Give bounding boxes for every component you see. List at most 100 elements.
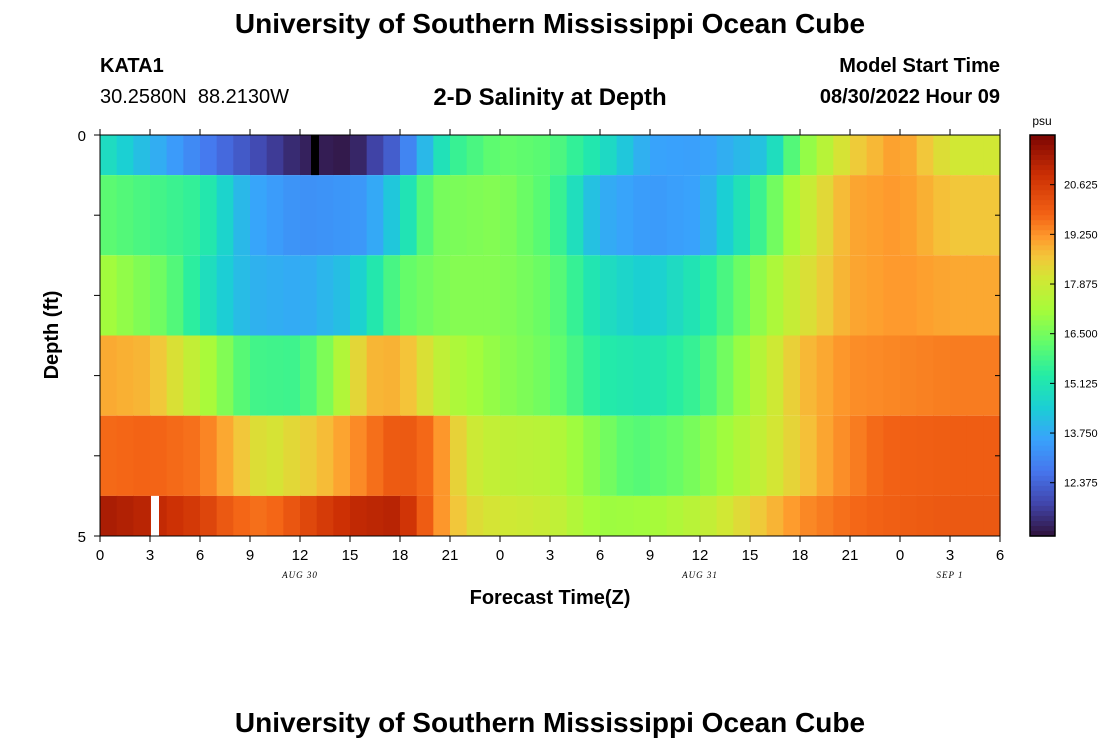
heatmap-cell [133, 255, 151, 336]
colorbar-swatch [1030, 505, 1055, 512]
x-tick-label: 6 [196, 547, 204, 564]
colorbar-swatch [1030, 190, 1055, 196]
heatmap-cell [200, 415, 218, 496]
colorbar-swatch [1030, 475, 1055, 482]
colorbar-swatch [1030, 370, 1055, 377]
heatmap-cell [683, 335, 701, 416]
heatmap-cell [783, 175, 801, 256]
heatmap-cell [633, 175, 651, 256]
heatmap-cell [783, 495, 801, 536]
heatmap-cell [316, 335, 334, 416]
heatmap-cell [700, 495, 718, 536]
colorbar-tick-label: 19.250 [1064, 229, 1098, 241]
heatmap-cell [933, 415, 951, 496]
heatmap-cell [116, 255, 134, 336]
heatmap-cell [766, 135, 784, 176]
heatmap-cell [866, 175, 884, 256]
heatmap-cell [266, 255, 284, 336]
heatmap-cell [850, 255, 868, 336]
heatmap-cell [283, 175, 301, 256]
heatmap-cell [650, 335, 668, 416]
heatmap-cell [300, 255, 318, 336]
heatmap-cell [100, 415, 118, 496]
heatmap-cell [816, 175, 834, 256]
heatmap-cell [316, 415, 334, 496]
heatmap-cell [616, 175, 634, 256]
heatmap-cell [416, 335, 434, 416]
colorbar-swatch [1030, 360, 1055, 367]
heatmap-cell [950, 495, 968, 536]
heatmap-cell [950, 135, 968, 176]
heatmap-cell [633, 255, 651, 336]
heatmap-cell [133, 335, 151, 416]
heatmap-cell [666, 495, 684, 536]
heatmap-cell [133, 175, 151, 256]
colorbar-swatch [1030, 400, 1055, 407]
heatmap-cell [450, 175, 468, 256]
heatmap-cell [916, 175, 934, 256]
colorbar-swatch [1030, 195, 1055, 201]
heatmap-cell [216, 175, 234, 256]
heatmap-cells [100, 135, 1001, 536]
heatmap-cell [733, 135, 751, 176]
colorbar-tick-label: 16.500 [1064, 329, 1098, 341]
heatmap-cell [200, 175, 218, 256]
x-tick-label: 9 [246, 547, 254, 564]
heatmap-cell [733, 175, 751, 256]
heatmap-cell [533, 255, 551, 336]
heatmap-cell [316, 135, 334, 176]
heatmap-cell [550, 255, 568, 336]
heatmap-cell [216, 415, 234, 496]
heatmap-cell [800, 495, 818, 536]
colorbar-swatch [1030, 285, 1055, 291]
colorbar-swatch [1030, 315, 1055, 322]
heatmap-cell [566, 255, 584, 336]
heatmap-cell [900, 495, 918, 536]
heatmap-cell [750, 415, 768, 496]
heatmap-cell [516, 415, 534, 496]
colorbar-swatch [1030, 500, 1055, 507]
heatmap-cell [400, 175, 418, 256]
heatmap-cell [533, 495, 551, 536]
heatmap-cell [433, 415, 451, 496]
colorbar-swatch [1030, 145, 1055, 151]
heatmap-cell [550, 135, 568, 176]
heatmap-cell [466, 135, 484, 176]
heatmap-cell [350, 175, 368, 256]
colorbar-swatch [1030, 480, 1055, 487]
x-tick-label: 6 [996, 547, 1004, 564]
colorbar-swatch [1030, 310, 1055, 317]
heatmap-cell [500, 175, 518, 256]
colorbar-swatch [1030, 290, 1055, 296]
heatmap-cell [566, 415, 584, 496]
colorbar-swatch [1030, 170, 1055, 176]
colorbar-swatch [1030, 345, 1055, 352]
colorbar-swatch [1030, 335, 1055, 342]
heatmap-cell [283, 255, 301, 336]
heatmap-cell [166, 175, 184, 256]
salinity-heatmap-chart: 0 3 6 9 12 15 18 21 0 3 6 9 12 15 18 21 0 3 6 AUG 30 AUG 31 S… [41, 114, 1098, 609]
heatmap-cell [366, 335, 384, 416]
heatmap-cell [966, 495, 984, 536]
colorbar-swatch [1030, 245, 1055, 251]
colorbar: 20.625 19.250 17.875 16.500 15.125 13.750 12.3… [1029, 134, 1098, 537]
heatmap-cell [833, 495, 851, 536]
heatmap-cell [450, 135, 468, 176]
heatmap-cell [666, 335, 684, 416]
heatmap-cell [600, 415, 618, 496]
x-tick-label: 12 [292, 547, 309, 564]
heatmap-cell [566, 495, 584, 536]
heatmap-cell [600, 495, 618, 536]
heatmap-cell [616, 335, 634, 416]
heatmap-cell [350, 255, 368, 336]
heatmap-cell [950, 335, 968, 416]
heatmap-cell [866, 255, 884, 336]
colorbar-swatch [1030, 520, 1055, 527]
colorbar-swatch [1030, 435, 1055, 442]
heatmap-cell [183, 175, 201, 256]
heatmap-cell [366, 495, 384, 536]
heatmap-cell [350, 135, 368, 176]
heatmap-cell [183, 495, 201, 536]
heatmap-cell [933, 495, 951, 536]
heatmap-cell [866, 495, 884, 536]
